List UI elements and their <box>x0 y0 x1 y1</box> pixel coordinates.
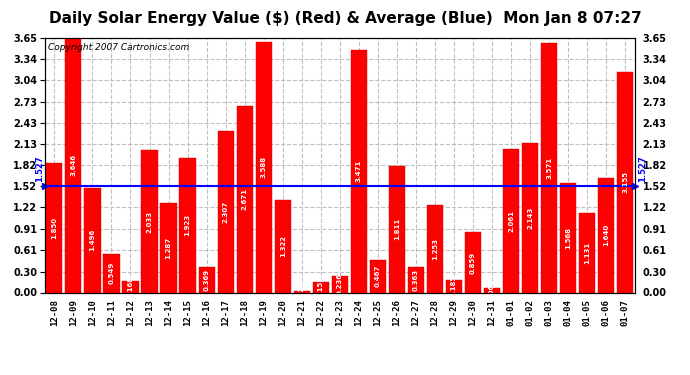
Bar <box>66 38 81 292</box>
Bar <box>579 213 595 292</box>
Text: 1.640: 1.640 <box>603 224 609 246</box>
Bar <box>370 260 386 292</box>
Bar <box>465 232 481 292</box>
Bar <box>598 178 614 292</box>
Bar <box>217 131 234 292</box>
Text: 1.322: 1.322 <box>279 236 286 257</box>
Bar <box>237 106 253 292</box>
Bar <box>255 42 272 292</box>
Text: 0.168: 0.168 <box>128 276 133 298</box>
Text: 1.850: 1.850 <box>51 217 57 239</box>
Text: 0.026: 0.026 <box>299 280 305 303</box>
Bar <box>484 288 500 292</box>
Text: 0.155: 0.155 <box>318 276 324 298</box>
Text: 0.369: 0.369 <box>204 268 210 291</box>
Bar <box>522 143 538 292</box>
Text: 2.143: 2.143 <box>527 207 533 229</box>
Text: 1.527: 1.527 <box>35 155 44 182</box>
Text: 1.811: 1.811 <box>394 218 400 240</box>
Bar <box>408 267 424 292</box>
Text: 2.061: 2.061 <box>508 210 514 231</box>
Bar <box>313 282 329 292</box>
Text: Copyright 2007 Cartronics.com: Copyright 2007 Cartronics.com <box>48 43 189 52</box>
Bar <box>541 43 558 292</box>
Text: 3.588: 3.588 <box>261 156 267 178</box>
Text: Daily Solar Energy Value ($) (Red) & Average (Blue)  Mon Jan 8 07:27: Daily Solar Energy Value ($) (Red) & Ave… <box>48 11 642 26</box>
Bar <box>351 50 367 292</box>
Text: 1.568: 1.568 <box>565 227 571 249</box>
Bar <box>84 188 101 292</box>
Text: 0.236: 0.236 <box>337 273 343 295</box>
Text: 3.155: 3.155 <box>622 171 629 193</box>
Bar <box>503 148 519 292</box>
Text: 1.496: 1.496 <box>90 229 95 251</box>
Text: 2.307: 2.307 <box>223 201 228 223</box>
Bar <box>122 281 139 292</box>
Text: 3.571: 3.571 <box>546 157 552 179</box>
Bar <box>560 183 576 292</box>
Bar <box>294 291 310 292</box>
Text: 0.467: 0.467 <box>375 265 381 287</box>
Text: 0.185: 0.185 <box>451 275 457 297</box>
Bar <box>617 72 633 292</box>
Bar <box>104 254 119 292</box>
Bar <box>199 267 215 292</box>
Bar <box>275 200 290 292</box>
Bar <box>179 158 196 292</box>
Text: 1.923: 1.923 <box>185 214 190 236</box>
Text: 1.253: 1.253 <box>432 238 438 260</box>
Bar <box>141 150 157 292</box>
Bar <box>446 280 462 292</box>
Text: 0.549: 0.549 <box>108 262 115 285</box>
Text: 0.363: 0.363 <box>413 269 419 291</box>
Text: 2.033: 2.033 <box>146 210 152 232</box>
Text: 1.131: 1.131 <box>584 242 590 264</box>
Bar <box>161 202 177 292</box>
Bar <box>427 205 443 292</box>
Text: 3.471: 3.471 <box>356 160 362 183</box>
Text: 1.527: 1.527 <box>638 155 647 182</box>
Bar <box>332 276 348 292</box>
Text: 3.646: 3.646 <box>70 154 77 176</box>
Bar <box>389 166 405 292</box>
Text: 0.068: 0.068 <box>489 279 495 301</box>
Text: 2.671: 2.671 <box>241 188 248 210</box>
Bar <box>46 163 63 292</box>
Text: 1.287: 1.287 <box>166 237 172 259</box>
Text: 0.859: 0.859 <box>470 251 476 273</box>
